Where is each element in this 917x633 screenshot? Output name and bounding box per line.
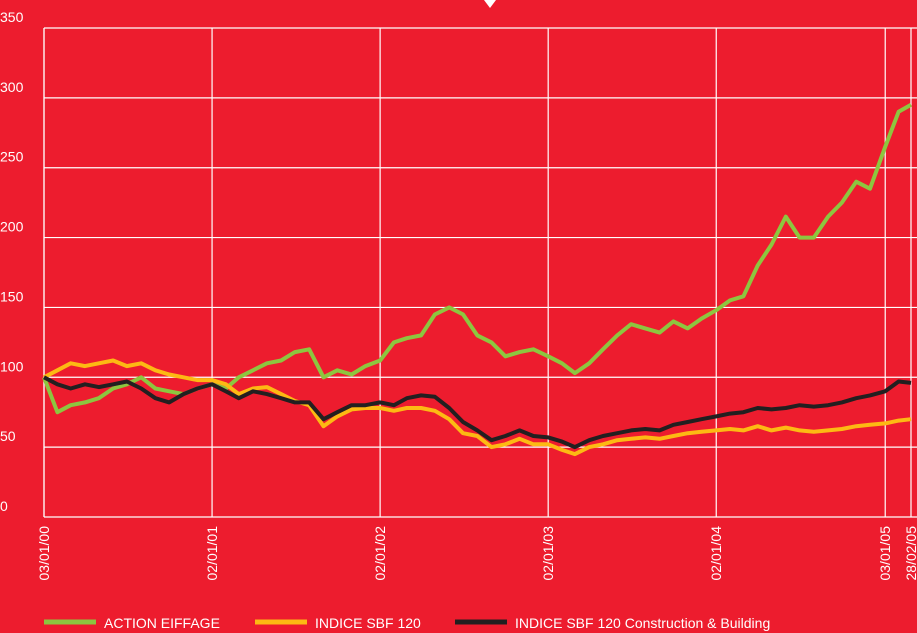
legend-label: ACTION EIFFAGE (104, 615, 220, 631)
y-tick-label: 200 (0, 219, 24, 235)
y-tick-label: 100 (0, 358, 24, 374)
x-tick-label: 02/01/04 (708, 526, 724, 581)
x-tick-label: 02/01/01 (204, 526, 220, 581)
top-marker (484, 0, 496, 8)
x-tick-label: 02/01/02 (372, 526, 388, 581)
series-line (43, 358, 912, 457)
legend-label: INDICE SBF 120 (315, 615, 421, 631)
legend-label: INDICE SBF 120 Construction & Building (515, 615, 770, 631)
y-tick-label: 0 (0, 498, 8, 514)
x-tick-label: 02/01/03 (540, 526, 556, 581)
y-tick-label: 350 (0, 9, 24, 25)
y-tick-label: 50 (0, 428, 16, 444)
x-tick-label: 28/02/05 (903, 526, 917, 581)
x-tick-label: 03/01/00 (36, 526, 52, 581)
x-tick-label: 03/01/05 (877, 526, 893, 581)
y-tick-label: 300 (0, 79, 24, 95)
y-tick-label: 150 (0, 288, 24, 304)
y-tick-label: 250 (0, 149, 24, 165)
series-line (43, 375, 912, 450)
series-line (42, 103, 912, 415)
